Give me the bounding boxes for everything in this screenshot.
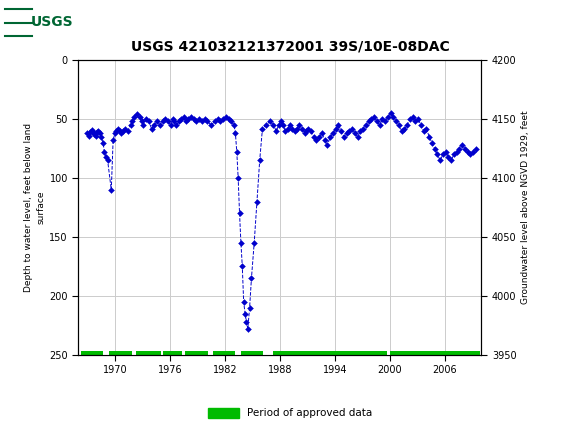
Text: USGS: USGS [31, 15, 74, 29]
Y-axis label: Groundwater level above NGVD 1929, feet: Groundwater level above NGVD 1929, feet [521, 111, 530, 304]
Y-axis label: Depth to water level, feet below land
surface: Depth to water level, feet below land su… [24, 123, 45, 292]
Text: USGS 421032121372001 39S/10E-08DAC: USGS 421032121372001 39S/10E-08DAC [130, 40, 450, 54]
Legend: Period of approved data: Period of approved data [204, 404, 376, 423]
